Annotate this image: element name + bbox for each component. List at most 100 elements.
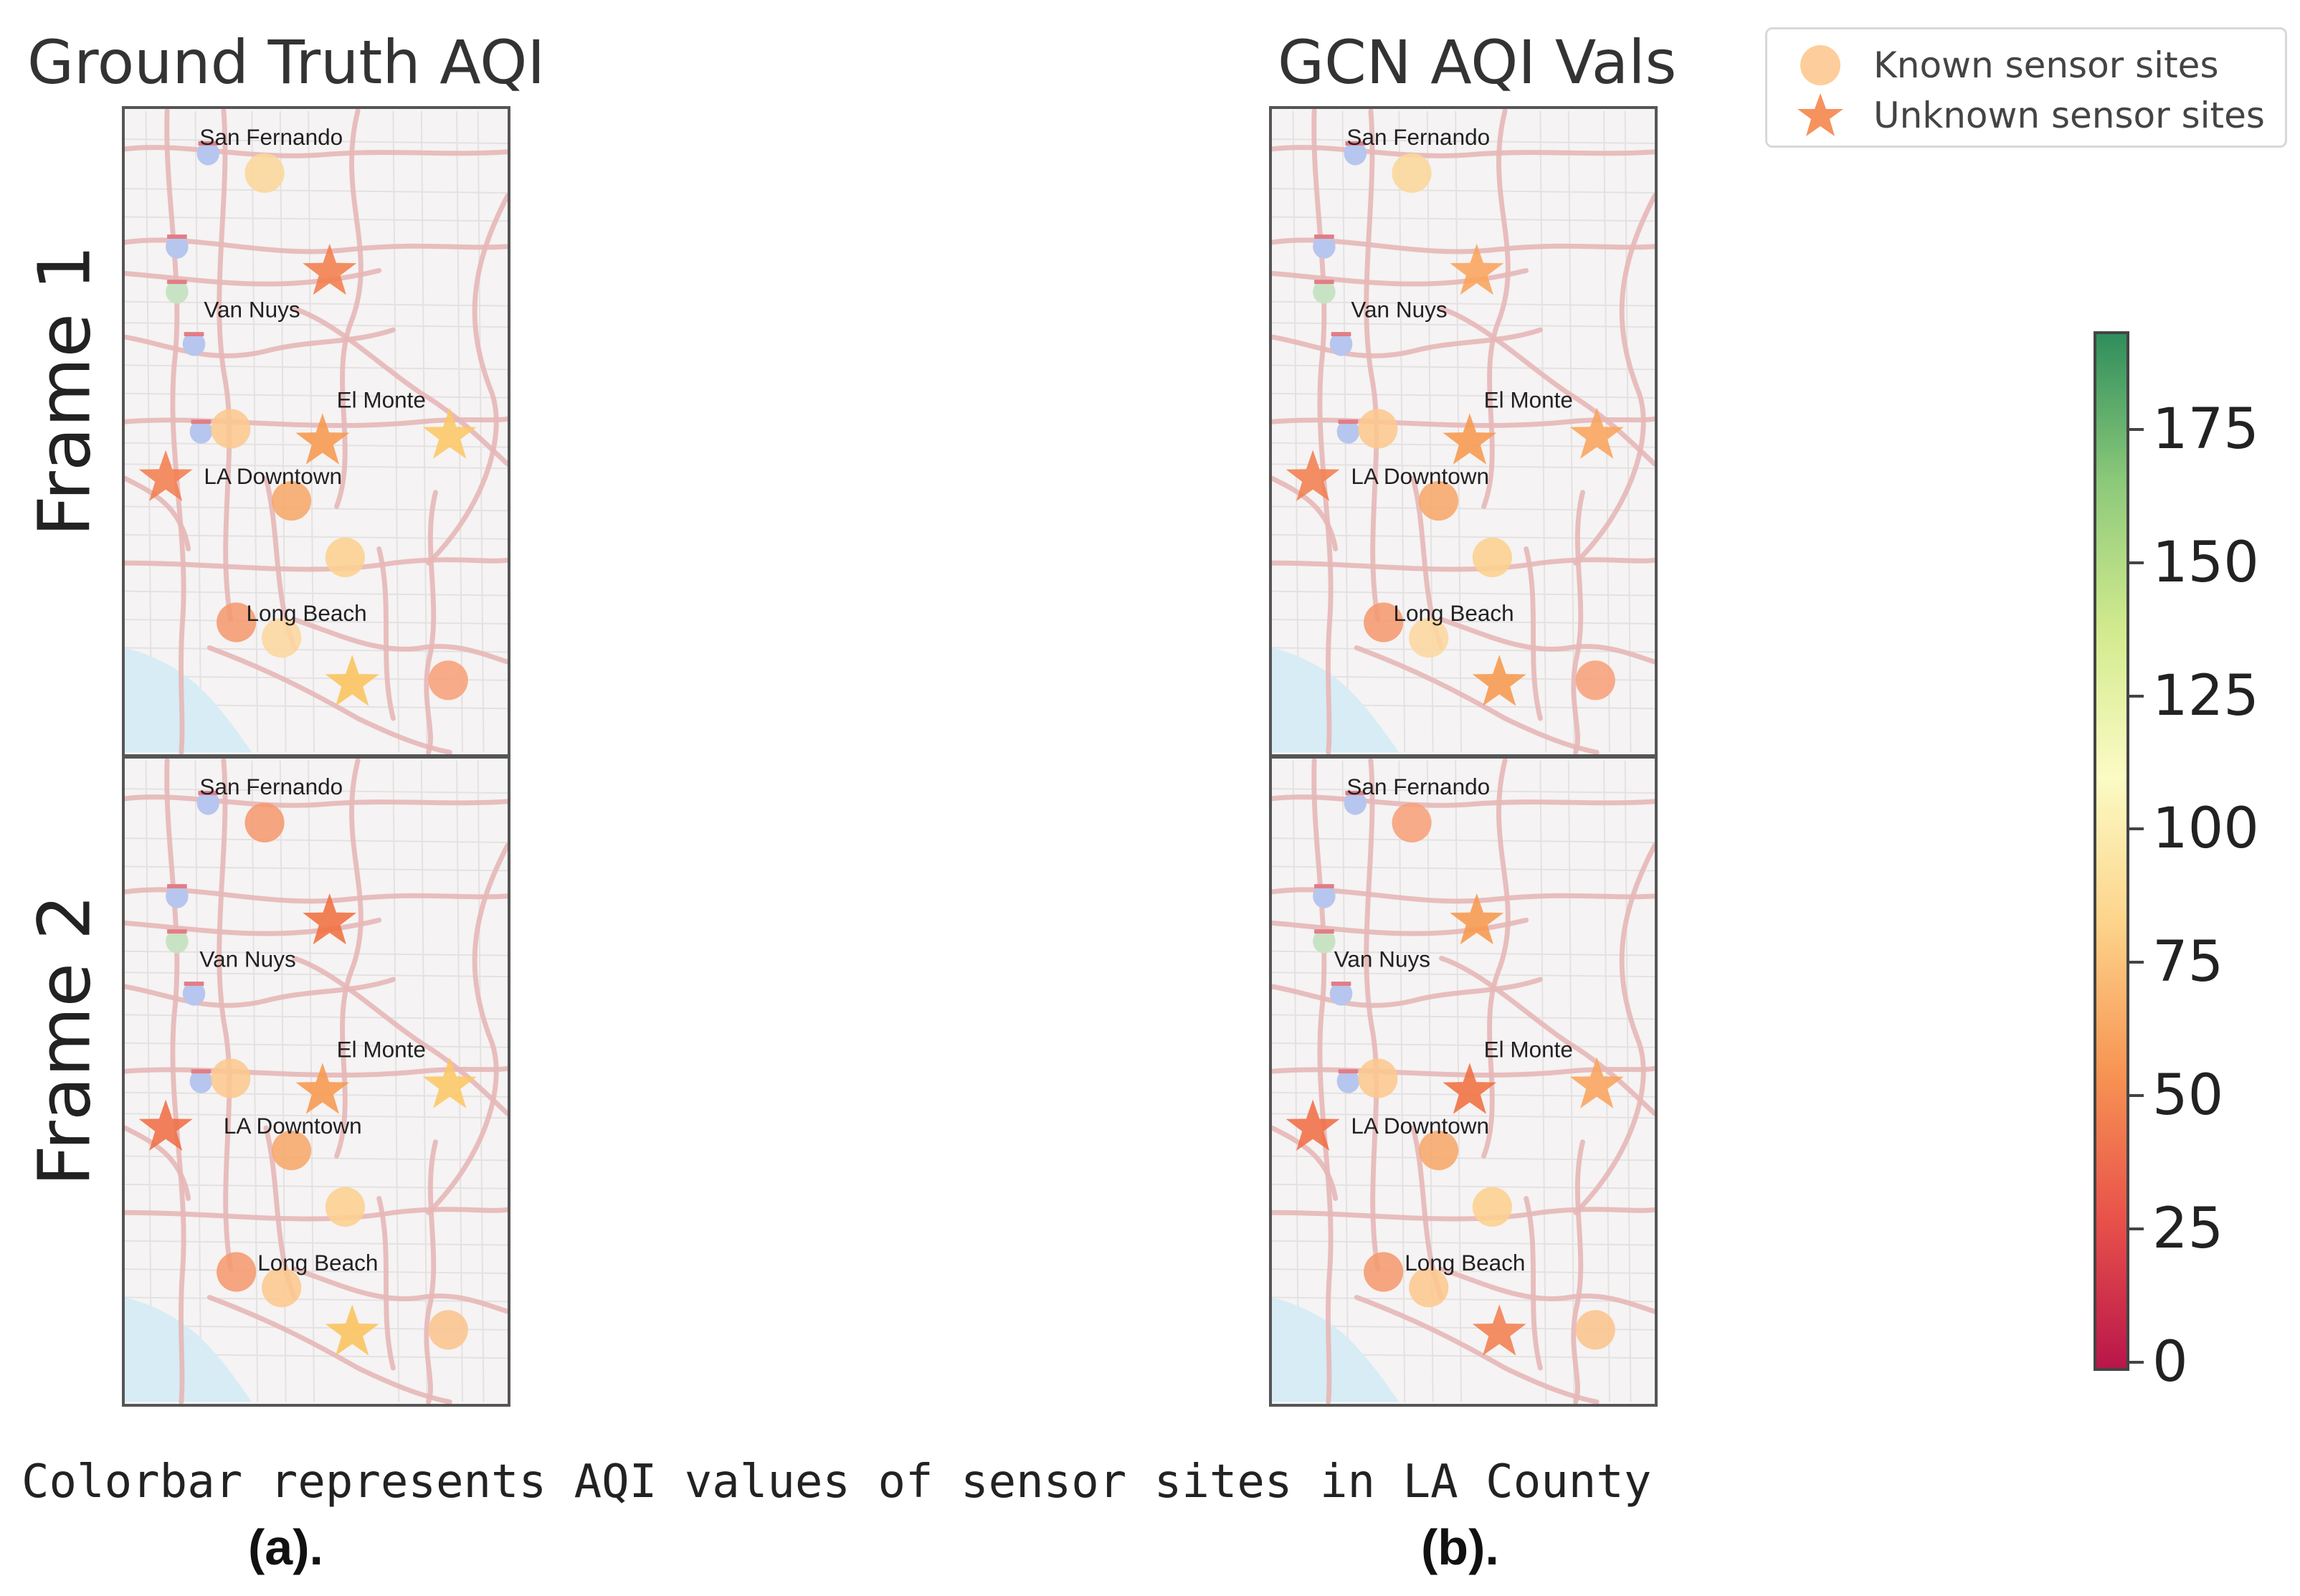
known-sensor-site (271, 480, 312, 521)
place-label-el-monte: El Monte (337, 1037, 426, 1063)
highway-shield-icon (189, 1069, 213, 1093)
place-label-la-downtown: LA Downtown (1351, 1113, 1489, 1139)
unknown-sensor-site (303, 893, 357, 945)
place-label-long-beach: Long Beach (1393, 600, 1513, 626)
unknown-sensor-site (1472, 655, 1526, 706)
highway-shield-icon (166, 280, 189, 304)
place-label-van-nuys: Van Nuys (199, 946, 295, 972)
highway-shield-icon (189, 419, 213, 444)
colorbar-tick (2129, 694, 2144, 698)
known-sensor-site (244, 802, 285, 842)
ocean (125, 647, 252, 753)
unknown-sensor-site (1286, 450, 1340, 501)
unknown-sensor-site (295, 413, 350, 465)
frame-1-label: Frame 1 (22, 244, 107, 537)
colorbar-tick (2129, 1227, 2144, 1231)
known-sensor-site (1575, 660, 1615, 700)
highway-shield-icon (196, 791, 220, 815)
place-label-san-fernando: San Fernando (199, 124, 343, 150)
known-sensor-site (1409, 618, 1449, 658)
sublabel-a: (a). (248, 1519, 323, 1575)
unknown-sensor-site (1569, 1057, 1624, 1108)
place-label-long-beach: Long Beach (257, 1250, 378, 1276)
map-ground-truth-frame-2: San Fernando Van Nuys El Monte LA Downtown L… (122, 756, 510, 1407)
highway-shield-icon (1329, 332, 1353, 356)
known-sensor-site (428, 1310, 468, 1350)
known-sensor-site (1364, 1252, 1404, 1292)
unknown-site-star-icon (1797, 93, 1843, 136)
known-sensor-site (1418, 1130, 1459, 1171)
place-label-el-monte: El Monte (1484, 1037, 1573, 1063)
place-label-san-fernando: San Fernando (199, 774, 343, 799)
aqi-colorbar (2094, 331, 2129, 1371)
place-label-van-nuys: Van Nuys (204, 296, 300, 322)
place-label-la-downtown: LA Downtown (204, 463, 342, 489)
highway-shield-icon (1329, 982, 1353, 1006)
place-label-el-monte: El Monte (337, 387, 426, 413)
ocean (125, 1297, 252, 1402)
highway-shield-icon (166, 884, 189, 908)
colorbar-tick-label: 150 (2152, 530, 2259, 595)
highway-shield-icon (1344, 791, 1367, 815)
known-sensor-site (1472, 537, 1512, 577)
ocean (1272, 647, 1400, 753)
known-sensor-site (1409, 1268, 1449, 1308)
highway-shield-icon (182, 332, 206, 356)
map-gcn-frame-2: San Fernando Van Nuys El Monte LA Downtown L… (1269, 756, 1658, 1407)
place-label-san-fernando: San Fernando (1346, 124, 1490, 150)
unknown-sensor-site (303, 243, 357, 295)
colorbar-tick-label: 125 (2152, 663, 2259, 728)
place-label-van-nuys: Van Nuys (1334, 946, 1430, 972)
ground-truth-title: Ground Truth AQI (27, 27, 546, 98)
highway-shield-icon (1313, 884, 1336, 908)
known-sensor-site (325, 1187, 365, 1227)
colorbar-tick-label: 75 (2152, 930, 2224, 995)
known-sensor-site (211, 1058, 251, 1098)
highway-shield-icon (1313, 280, 1336, 304)
place-label-el-monte: El Monte (1484, 387, 1573, 413)
highway-shield-icon (182, 982, 206, 1006)
known-sensor-site (325, 537, 365, 577)
highway-shield-icon (1313, 234, 1336, 259)
colorbar-tick-label: 0 (2152, 1330, 2188, 1395)
known-sensor-site (1392, 802, 1432, 842)
frame-2-label: Frame 2 (22, 894, 107, 1187)
colorbar-tick (2129, 427, 2144, 431)
legend-unknown-label: Unknown sensor sites (1873, 95, 2265, 136)
colorbar-tick-label: 175 (2152, 396, 2259, 462)
unknown-sensor-site (422, 1057, 477, 1108)
highway-shield-icon (166, 234, 189, 259)
unknown-sensor-site (1450, 243, 1504, 295)
place-label-la-downtown: LA Downtown (1351, 463, 1489, 489)
unknown-sensor-site (325, 1304, 379, 1356)
unknown-sensor-site (138, 450, 193, 501)
unknown-sensor-site (325, 655, 379, 706)
known-sensor-site (1472, 1187, 1512, 1227)
known-sensor-site (1575, 1310, 1615, 1350)
place-label-long-beach: Long Beach (246, 600, 366, 626)
known-sensor-site (217, 602, 257, 642)
highway-shield-icon (196, 141, 220, 166)
unknown-sensor-site (1450, 893, 1504, 945)
colorbar-tick-label: 25 (2152, 1197, 2224, 1262)
unknown-sensor-site (1443, 1063, 1497, 1114)
gcn-title: GCN AQI Vals (1278, 27, 1677, 98)
highway-shield-icon (1336, 419, 1360, 444)
known-sensor-site (1358, 1058, 1398, 1098)
known-sensor-site (262, 1268, 302, 1308)
colorbar-tick-label: 50 (2152, 1063, 2224, 1129)
unknown-sensor-site (138, 1099, 193, 1151)
place-label-long-beach: Long Beach (1405, 1250, 1525, 1276)
known-sensor-site (1392, 153, 1432, 193)
ocean (1272, 1297, 1400, 1402)
highway-shield-icon (1344, 141, 1367, 166)
unknown-sensor-site (422, 407, 477, 459)
colorbar-tick (2129, 961, 2144, 964)
unknown-sensor-site (1472, 1304, 1526, 1356)
map-gcn-frame-1: San Fernando Van Nuys El Monte LA Downtown L… (1269, 106, 1658, 757)
unknown-sensor-site (295, 1063, 350, 1114)
colorbar-tick (2129, 827, 2144, 831)
known-sensor-site (428, 660, 468, 700)
known-sensor-site (262, 618, 302, 658)
place-label-la-downtown: LA Downtown (224, 1113, 362, 1139)
